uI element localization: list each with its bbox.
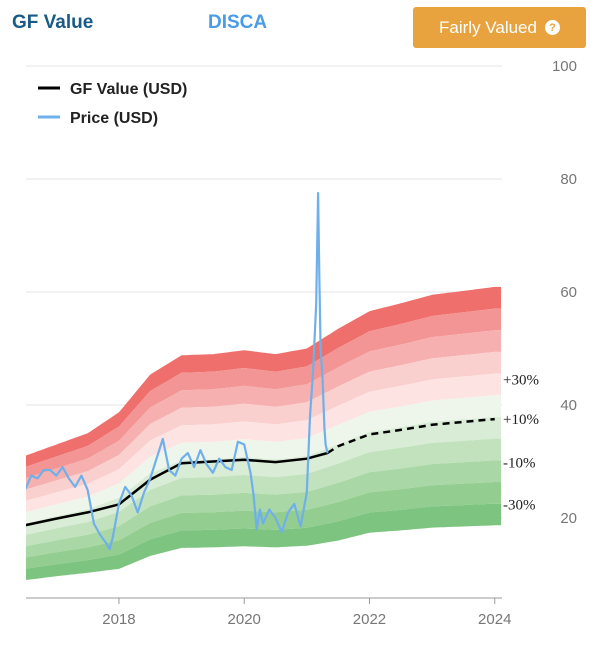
valuation-band-1: [26, 286, 501, 467]
band-labels: +30% +10% -10% -30%: [503, 373, 539, 514]
gf-value-title: GF Value: [12, 12, 94, 33]
valuation-band-7: [26, 417, 501, 535]
valuation-badge-button[interactable]: Fairly Valued ?: [413, 7, 586, 48]
chart-lines: [26, 192, 495, 551]
gf-value-projection-line: [326, 417, 495, 455]
y-tick-label: 40: [560, 397, 577, 414]
valuation-band-2: [26, 308, 501, 479]
band-label: -10%: [503, 456, 536, 472]
valuation-band-6: [26, 395, 501, 524]
legend-label-gf-value: GF Value (USD): [70, 81, 187, 98]
valuation-band-8: [26, 438, 501, 547]
chart-legend: GF Value (USD) Price (USD): [38, 81, 187, 127]
x-tick-label: 2024: [478, 611, 511, 628]
x-tick-label: 2022: [353, 611, 386, 628]
band-label: +30%: [503, 373, 539, 389]
x-tick-label: 2018: [102, 611, 135, 628]
chart-axes: [26, 597, 502, 604]
valuation-band-4: [26, 351, 501, 501]
band-label: -30%: [503, 497, 536, 513]
ticker-symbol: DISCA: [208, 12, 268, 33]
valuation-band-5: [26, 373, 501, 513]
x-tick-label: 2020: [228, 611, 261, 628]
valuation-badge-label: Fairly Valued: [439, 17, 537, 37]
valuation-bands: [26, 286, 501, 581]
tick-labels: 2018 2020 2022 2024 20 40 60 80 100: [102, 58, 577, 628]
y-tick-label: 80: [560, 171, 577, 188]
price-line: [26, 192, 329, 551]
help-icon[interactable]: ?: [544, 20, 560, 35]
y-tick-label: 100: [552, 58, 577, 75]
valuation-band-3: [26, 330, 501, 490]
valuation-band-9: [26, 460, 501, 558]
band-label: +10%: [503, 412, 539, 428]
y-tick-label: 60: [560, 284, 577, 301]
gf-value-line: [26, 451, 328, 527]
valuation-band-11: [26, 503, 501, 581]
legend-label-price: Price (USD): [70, 110, 158, 127]
y-tick-label: 20: [560, 510, 577, 527]
valuation-band-10: [26, 482, 501, 569]
